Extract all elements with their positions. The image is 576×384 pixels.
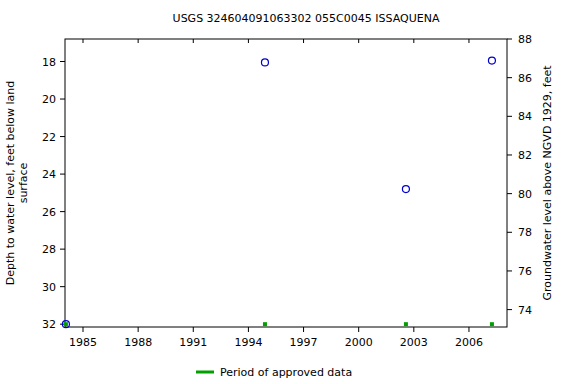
x-tick <box>358 327 359 332</box>
y-tick-label: 26 <box>42 206 56 219</box>
y-tick-label: 32 <box>42 318 56 331</box>
y2-tick-label: 88 <box>518 33 532 46</box>
x-tick <box>83 39 84 43</box>
x-tick <box>138 327 139 332</box>
y-axis-label-line: Depth to water level, feet below land <box>4 81 17 286</box>
x-tick-label: 1994 <box>234 336 262 349</box>
x-tick <box>358 39 359 43</box>
y2-tick-label: 74 <box>518 304 532 317</box>
y2-axis-label: Groundwater level above NGVD 1929, feet <box>541 65 554 301</box>
y-tick <box>60 249 65 250</box>
y2-tick <box>507 232 512 233</box>
x-tick <box>303 327 304 332</box>
data-point <box>261 59 268 66</box>
y-axis-label: Depth to water level, feet below landsur… <box>4 81 30 286</box>
x-tick-label: 2006 <box>455 336 483 349</box>
chart: USGS 324604091063302 055C0045 ISSAQUENA 1… <box>0 0 576 384</box>
y2-tick-label: 86 <box>518 72 532 85</box>
x-tick <box>413 39 414 43</box>
y-tick <box>60 174 65 175</box>
data-point <box>488 57 495 64</box>
x-tick <box>138 39 139 43</box>
y-tick-label: 18 <box>42 56 56 69</box>
data-point <box>263 322 267 326</box>
y-tick-label: 28 <box>42 243 56 256</box>
y2-tick <box>507 39 512 40</box>
x-tick <box>248 39 249 43</box>
x-tick <box>193 327 194 332</box>
data-point <box>402 186 409 193</box>
y2-tick <box>507 270 512 271</box>
title: USGS 324604091063302 055C0045 ISSAQUENA <box>173 12 440 25</box>
y2-tick-label: 84 <box>518 110 532 123</box>
x-tick <box>413 327 414 332</box>
x-tick-label: 1991 <box>179 336 207 349</box>
y2-tick <box>507 154 512 155</box>
data-point <box>490 322 494 326</box>
x-tick-label: 1988 <box>124 336 152 349</box>
x-tick <box>193 39 194 43</box>
data-point <box>62 321 69 328</box>
y2-tick <box>507 116 512 117</box>
data-point <box>404 322 408 326</box>
y-tick-label: 30 <box>42 281 56 294</box>
y2-tick-label: 76 <box>518 265 532 278</box>
y-tick-label: 24 <box>42 168 56 181</box>
y2-tick-label: 78 <box>518 226 532 239</box>
legend-swatch <box>196 371 214 374</box>
data-point <box>64 322 68 326</box>
x-tick <box>468 39 469 43</box>
y-tick-label: 20 <box>42 93 56 106</box>
y-tick <box>60 99 65 100</box>
marks <box>62 57 495 328</box>
y2-tick <box>507 309 512 310</box>
x-tick-label: 2003 <box>400 336 428 349</box>
x-tick-label: 1985 <box>69 336 97 349</box>
y-axis-label-line: surface <box>17 162 30 203</box>
y-tick <box>60 61 65 62</box>
y-tick <box>60 286 65 287</box>
y-tick-label: 22 <box>42 131 56 144</box>
x-tick-label: 2000 <box>345 336 373 349</box>
plot-frame <box>65 39 507 327</box>
y-tick <box>60 211 65 212</box>
x-tick <box>83 327 84 332</box>
y2-tick <box>507 193 512 194</box>
y2-tick-label: 82 <box>518 149 532 162</box>
x-tick <box>468 327 469 332</box>
x-tick <box>248 327 249 332</box>
y2-tick-label: 80 <box>518 188 532 201</box>
y2-tick <box>507 77 512 78</box>
x-tick <box>303 39 304 43</box>
x-tick-label: 1997 <box>290 336 318 349</box>
y-tick <box>60 136 65 137</box>
legend-label: Period of approved data <box>220 366 352 379</box>
